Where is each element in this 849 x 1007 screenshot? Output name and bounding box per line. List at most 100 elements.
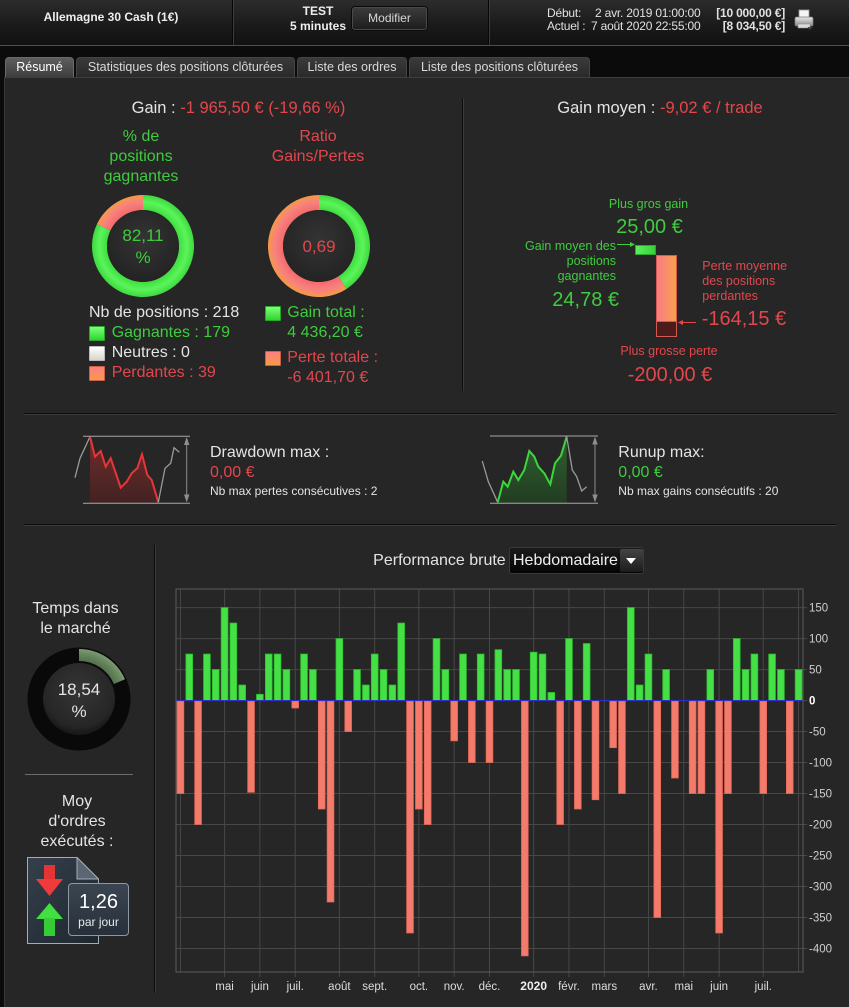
dropdown-button[interactable] [620, 549, 643, 572]
chevron-down-icon [626, 558, 636, 564]
bar-negative [521, 700, 529, 957]
average-gain-section: Gain moyen : -9,02 € / trade Plus gros g… [464, 90, 849, 400]
winning-segment [92, 195, 195, 297]
x-tick-label: 2020 [520, 979, 547, 993]
bar-negative [450, 700, 458, 742]
top-header: Allemagne 30 Cash (1€) TEST 5 minutes Mo… [0, 0, 849, 46]
bar-positive [627, 607, 635, 701]
bar-positive [273, 653, 282, 701]
period-select[interactable]: Hebdomadaire [509, 547, 644, 574]
modify-button[interactable]: Modifier [352, 7, 427, 30]
bar-positive [794, 669, 803, 701]
arrow-left-icon [678, 319, 696, 325]
drawdown-section: Drawdown max : 0,00 € Nb max pertes cons… [0, 415, 420, 523]
losers-legend-swatch [89, 366, 105, 381]
orders-per-day-badge: 1,26 par jour [68, 883, 129, 936]
x-tick-label: déc. [479, 981, 501, 993]
x-tick-label: févr. [558, 981, 580, 993]
bar-positive [706, 669, 715, 701]
time-in-market-value-block: 18,54 % [27, 679, 131, 723]
bar-positive [264, 653, 273, 701]
drawdown-value: 0,00 € [210, 463, 255, 481]
avg-gain-value: -9,02 € / trade [660, 99, 763, 117]
ratio-donut: 0,69 [267, 194, 371, 298]
x-tick-label: mai [215, 981, 234, 993]
bar-negative [609, 700, 617, 749]
left-stats-column: Temps dans le marché 18,54 % Moy d'ordre… [0, 530, 154, 1007]
tab-closed-positions-list[interactable]: Liste des positions clôturées [409, 57, 590, 77]
bar-positive [300, 653, 308, 701]
arrow-down-head-icon [184, 494, 190, 503]
avg-gain-label: Gain moyen : [557, 99, 656, 117]
gridlines [176, 589, 807, 977]
x-tick-label: avr. [639, 981, 658, 993]
y-tick-label: 150 [809, 603, 828, 615]
donut-center [43, 663, 115, 735]
drawdown-label: Drawdown max : [210, 444, 330, 462]
time-in-market-label: Temps dans le marché [32, 600, 119, 638]
x-tick-label: mai [675, 981, 694, 993]
loss-total-swatch [265, 350, 281, 366]
y-tick-label: -350 [809, 912, 832, 924]
max-consecutive-gains: Nb max gains consécutifs : 20 [618, 483, 779, 498]
avg-loss-label: Perte moyenne des positions perdantes [702, 259, 788, 304]
time-in-market-unit: % [71, 702, 87, 721]
runup-label: Runup max: [618, 444, 705, 462]
horizontal-divider [24, 524, 836, 526]
tab-orders-list[interactable]: Liste des ordres [297, 57, 407, 77]
equity-line-after [566, 436, 588, 493]
losses-segment [267, 195, 347, 297]
bar-positive [353, 669, 361, 701]
arrow-up-icon [36, 903, 63, 936]
bar-positive [538, 653, 547, 701]
printer-icon[interactable] [793, 9, 815, 31]
tab-resume[interactable]: Résumé [5, 57, 74, 77]
winners-legend-swatch [89, 325, 105, 341]
column-divider [25, 774, 133, 775]
section-divider [462, 98, 464, 391]
bar-positive [203, 653, 211, 701]
drawdown-graphic [74, 435, 190, 504]
biggest-gain-label: Plus gros gain [608, 197, 689, 211]
bar-positive [733, 638, 741, 701]
biggest-loss-label: Plus grosse perte [620, 343, 718, 358]
strategy-timeframe: 5 minutes [289, 19, 346, 33]
start-date: 2 avr. 2019 01:00:00 [595, 6, 701, 20]
bar-positive [397, 622, 405, 701]
bar-negative [786, 700, 794, 794]
gain-section: Gain : -1 965,50 € (-19,66 %) % de posit… [0, 90, 463, 400]
biggest-gain-value: 25,00 € [616, 215, 683, 238]
instrument-name: Allemagne 30 Cash (1€) [43, 10, 179, 24]
strategy-name: TEST [302, 4, 334, 18]
current-capital: [8 034,50 €] [722, 19, 786, 33]
winners-count: Gagnantes : 179 [111, 324, 230, 342]
bar-positive [379, 669, 388, 701]
runup-area [497, 436, 567, 504]
bar-negative [344, 700, 352, 732]
bar-negative [176, 700, 185, 794]
runup-value: 0,00 € [618, 463, 663, 481]
orders-per-day-value: 1,26 [79, 890, 118, 913]
y-tick-label: -200 [809, 820, 832, 832]
avg-win-label: Gain moyen des positions gagnantes [524, 238, 616, 283]
bar-positive [750, 653, 759, 701]
x-tick-label: juin [709, 981, 728, 993]
y-tick-label: -150 [809, 789, 832, 801]
bar-negative [247, 700, 255, 793]
gain-heading: Gain : -1 965,50 € (-19,66 %) [100, 98, 377, 118]
y-tick-label: -100 [809, 758, 832, 770]
win-rate-unit: % [135, 247, 151, 267]
y-tick-label: 100 [809, 634, 828, 646]
tab-closed-positions-stats[interactable]: Statistiques des positions clôturées [76, 57, 295, 77]
win-rate-value-block: 82,11 % [91, 225, 195, 269]
arrow-down-head-icon [592, 494, 598, 503]
win-rate-value: 82,11 [122, 225, 164, 245]
y-tick-label: 0 [809, 696, 815, 708]
bar-positive [185, 653, 193, 701]
max-consecutive-losses: Nb max pertes consécutives : 2 [210, 483, 378, 498]
start-label: Début: [547, 6, 582, 20]
x-tick-label: juil. [754, 981, 772, 993]
bar-negative [618, 700, 626, 794]
bar-positive [388, 684, 397, 701]
loss-total-label: Perte totale : [287, 349, 379, 367]
